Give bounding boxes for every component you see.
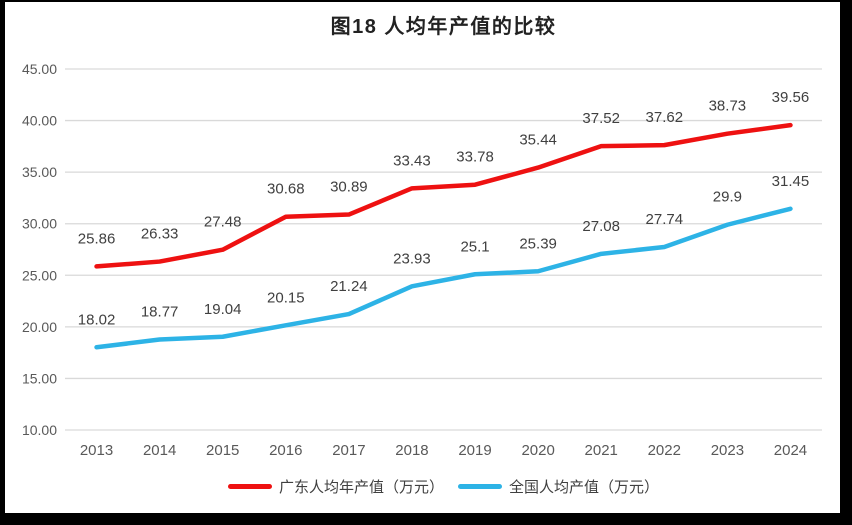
legend-label-national: 全国人均产值（万元） — [509, 479, 660, 496]
data-label: 27.08 — [582, 218, 620, 235]
data-label: 37.62 — [646, 109, 684, 126]
data-label: 20.15 — [267, 289, 305, 306]
legend-swatch-guangdong — [227, 484, 272, 489]
data-label: 18.77 — [141, 304, 179, 321]
x-axis-label: 2014 — [143, 442, 176, 459]
x-axis-label: 2018 — [395, 442, 428, 459]
chart-surface: 图18 人均年产值的比较 10.00 15.00 20.00 25.00 30.00 35… — [5, 2, 840, 513]
data-label: 27.48 — [204, 214, 242, 231]
line-chart-plot-area: 10.00 15.00 20.00 25.00 30.00 35.00 40.00 45.00… — [22, 61, 822, 459]
x-axis-label: 2024 — [774, 442, 807, 459]
chart-title: 图18 人均年产值的比较 — [330, 16, 557, 38]
data-label: 29.9 — [713, 189, 742, 206]
data-label: 30.89 — [330, 179, 368, 196]
y-axis-label: 45.00 — [22, 61, 57, 77]
x-axis-label: 2020 — [521, 442, 554, 459]
x-axis-label: 2013 — [80, 442, 113, 459]
x-axis-label: 2015 — [206, 442, 239, 459]
x-axis-label: 2017 — [332, 442, 365, 459]
y-axis-label: 20.00 — [22, 319, 57, 335]
chart-legend: 广东人均年产值（万元） 全国人均产值（万元） — [65, 476, 822, 497]
data-label: 38.73 — [709, 98, 747, 115]
data-label: 23.93 — [393, 250, 431, 267]
y-axis-label: 15.00 — [22, 370, 57, 386]
y-axis-label: 35.00 — [22, 164, 57, 180]
x-axis-label: 2019 — [458, 442, 491, 459]
legend-item-guangdong: 广东人均年产值（万元） — [227, 476, 444, 497]
legend-item-national: 全国人均产值（万元） — [458, 476, 659, 497]
data-label: 31.45 — [772, 173, 810, 190]
data-label: 21.24 — [330, 278, 368, 295]
data-label: 26.33 — [141, 226, 179, 243]
y-axis-label: 10.00 — [22, 422, 57, 438]
data-label: 18.02 — [78, 311, 116, 328]
x-axis-label: 2023 — [711, 442, 744, 459]
data-label: 33.78 — [456, 149, 494, 166]
x-axis-label: 2021 — [585, 442, 618, 459]
data-label: 25.86 — [78, 230, 116, 247]
data-label: 19.04 — [204, 301, 242, 318]
series-line-guangdong — [94, 122, 793, 269]
data-label: 33.43 — [393, 152, 431, 169]
x-axis-label: 2016 — [269, 442, 302, 459]
y-axis-label: 30.00 — [22, 216, 57, 232]
data-label: 25.39 — [519, 235, 557, 252]
legend-label-guangdong: 广东人均年产值（万元） — [278, 479, 444, 496]
data-label: 27.74 — [646, 211, 684, 228]
data-label: 25.1 — [460, 238, 489, 255]
y-axis-label: 25.00 — [22, 267, 57, 283]
series-line-national — [94, 206, 793, 350]
y-axis-label: 40.00 — [22, 113, 57, 129]
data-label: 37.52 — [582, 110, 620, 127]
data-label: 35.44 — [519, 132, 557, 149]
data-label: 39.56 — [772, 89, 810, 106]
x-axis-label: 2022 — [648, 442, 681, 459]
data-label: 30.68 — [267, 181, 305, 198]
legend-swatch-national — [458, 484, 502, 489]
